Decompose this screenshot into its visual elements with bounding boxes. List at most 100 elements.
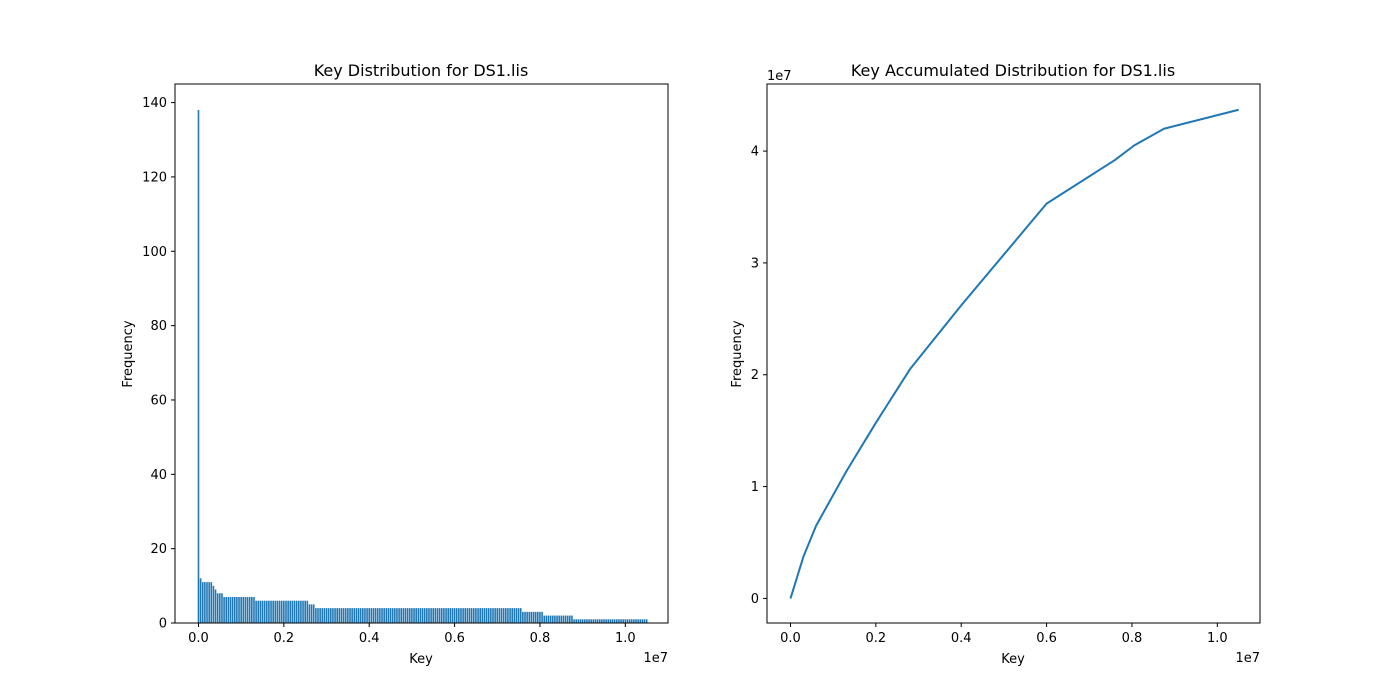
bar: [227, 596, 230, 623]
bar: [620, 619, 622, 623]
bar: [464, 608, 467, 623]
bar: [579, 619, 582, 623]
bar: [389, 608, 392, 623]
y-tick-label: 100: [142, 245, 167, 260]
y-tick-label: 1: [751, 480, 759, 495]
bar: [285, 600, 287, 623]
bar: [633, 619, 635, 623]
bar: [472, 608, 475, 623]
bar: [332, 608, 334, 623]
bar: [628, 619, 631, 623]
bar: [468, 608, 471, 623]
series-line: [789, 108, 1239, 599]
bar: [545, 615, 548, 623]
bar: [481, 608, 484, 623]
bar: [278, 600, 281, 623]
x-axis-label: Key: [409, 652, 433, 667]
x-axis-scale-label: 1e7: [643, 651, 668, 666]
bar: [402, 608, 405, 623]
bar: [556, 615, 558, 623]
bar: [355, 608, 358, 623]
bar: [327, 608, 330, 623]
bar: [502, 608, 505, 623]
bar: [201, 582, 204, 623]
bar: [248, 596, 251, 623]
bar: [204, 582, 206, 623]
bar: [344, 608, 347, 623]
x-tick-label: 0.0: [188, 631, 209, 646]
bar: [639, 619, 642, 623]
bar: [381, 608, 383, 623]
line-layer: [789, 108, 1239, 599]
bar: [417, 608, 420, 623]
bar: [406, 608, 409, 623]
bar: [255, 600, 257, 623]
x-tick-label: 0.4: [359, 631, 380, 646]
bar: [370, 608, 373, 623]
bar: [551, 615, 554, 623]
bar: [643, 619, 646, 623]
bar: [302, 600, 304, 623]
bar: [460, 608, 462, 623]
bar: [487, 608, 490, 623]
bar: [357, 608, 360, 623]
bar: [295, 600, 298, 623]
bar: [637, 619, 639, 623]
bar: [434, 608, 437, 623]
bar: [421, 608, 424, 623]
bar: [513, 608, 516, 623]
bar: [611, 619, 614, 623]
bar: [319, 608, 321, 623]
x-axis-label: Key: [1001, 652, 1025, 667]
bar: [223, 596, 225, 623]
bar: [415, 608, 417, 623]
bar: [635, 619, 637, 623]
axes-layer: 0.0 0.2 0.4 0.6 0.8 1.0 0 1 2 3 4: [751, 145, 1228, 646]
bar: [598, 619, 601, 623]
bar: [253, 596, 255, 623]
bar: [528, 611, 531, 623]
bar: [291, 600, 294, 623]
bar: [387, 608, 390, 623]
bar: [630, 619, 633, 623]
chart-title: Key Distribution for DS1.lis: [314, 61, 529, 80]
x-tick-label: 0.2: [274, 631, 295, 646]
bar: [440, 608, 443, 623]
bar: [524, 611, 526, 623]
bar: [594, 619, 597, 623]
bar: [605, 619, 607, 623]
bar: [408, 608, 411, 623]
bar: [581, 619, 584, 623]
bar: [583, 619, 586, 623]
bar: [325, 608, 328, 623]
x-tick-label: 0.8: [1122, 631, 1143, 646]
bar: [280, 600, 283, 623]
bar: [265, 600, 268, 623]
bar: [261, 600, 264, 623]
bar: [586, 619, 588, 623]
bar: [308, 604, 311, 623]
bar: [571, 615, 573, 623]
bar: [626, 619, 629, 623]
bar: [338, 608, 341, 623]
bar: [534, 611, 537, 623]
bar: [293, 600, 296, 623]
bar: [603, 619, 605, 623]
bar: [383, 608, 385, 623]
bar: [411, 608, 413, 623]
bar: [404, 608, 407, 623]
bar: [590, 619, 592, 623]
y-tick-label: 140: [142, 96, 167, 111]
y-tick-label: 80: [150, 319, 167, 334]
bar: [330, 608, 332, 623]
bar: [199, 578, 202, 623]
bar: [336, 608, 338, 623]
y-axis-label: Frequency: [121, 320, 136, 387]
bar: [300, 600, 302, 623]
bar: [259, 600, 262, 623]
bar: [432, 608, 435, 623]
bar: [613, 619, 616, 623]
bar: [210, 582, 213, 623]
key-distribution-chart: Key Distribution for DS1.lis 0.0 0.2 0.4 0.…: [121, 61, 669, 667]
